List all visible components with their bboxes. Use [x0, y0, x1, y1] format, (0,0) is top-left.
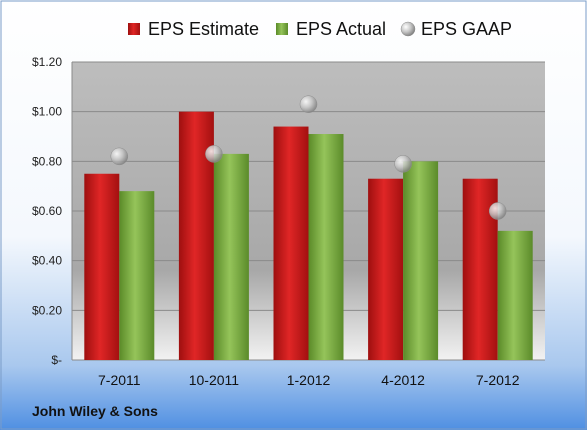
- bar-eps-estimate: [273, 126, 309, 360]
- marker-eps-gaap: [488, 202, 507, 220]
- bar-eps-actual: [213, 153, 249, 360]
- x-tick-label: 1-2012: [287, 372, 331, 388]
- legend-swatch-estimate: [128, 23, 140, 35]
- legend-swatch-gaap: [400, 21, 416, 37]
- legend-label: EPS Actual: [296, 19, 386, 39]
- marker-eps-gaap: [110, 147, 129, 166]
- bar-eps-actual: [119, 191, 155, 360]
- bar-eps-actual: [308, 134, 344, 360]
- y-tick-label: $0.60: [32, 204, 62, 218]
- x-tick-label: 7-2012: [476, 372, 520, 388]
- x-tick-label: 7-2011: [98, 372, 141, 388]
- y-axis-ticks: $- $0.20 $0.40 $0.60 $0.80 $1.00 $1.20: [32, 55, 62, 367]
- y-tick-label: $0.40: [32, 254, 62, 268]
- y-tick-label: $-: [51, 353, 62, 367]
- marker-eps-gaap: [205, 145, 223, 163]
- bar-eps-estimate: [368, 178, 404, 360]
- bar-layer: [84, 95, 533, 361]
- y-tick-label: $0.20: [32, 303, 62, 317]
- y-tick-label: $1.20: [32, 55, 62, 69]
- legend-label: EPS Estimate: [148, 19, 259, 39]
- legend-label: EPS GAAP: [421, 19, 512, 39]
- marker-eps-gaap: [394, 155, 412, 173]
- bar-eps-actual: [497, 230, 533, 360]
- marker-eps-gaap: [299, 95, 318, 113]
- legend-swatch-actual: [276, 23, 288, 35]
- x-tick-label: 10-2011: [189, 372, 240, 388]
- y-tick-label: $1.00: [32, 105, 62, 119]
- x-axis-ticks: 7-2011 10-2011 1-2012 4-2012 7-2012: [98, 372, 520, 388]
- legend: EPS Estimate EPS Actual EPS GAAP: [128, 19, 512, 39]
- x-tick-label: 4-2012: [381, 372, 425, 388]
- bar-eps-estimate: [84, 173, 120, 360]
- company-name: John Wiley & Sons: [32, 403, 158, 419]
- y-tick-label: $0.80: [32, 154, 62, 168]
- bar-eps-actual: [403, 161, 439, 360]
